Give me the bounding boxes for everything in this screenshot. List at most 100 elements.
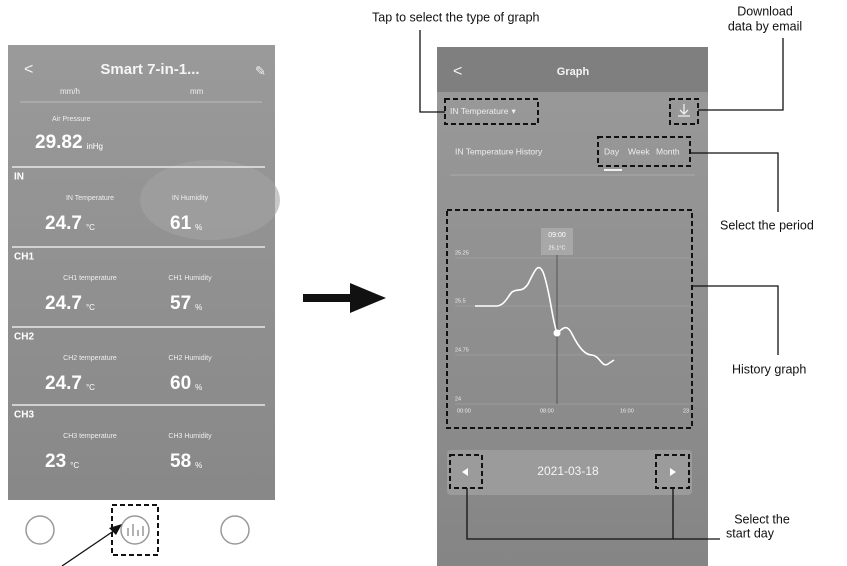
leader-line — [692, 285, 779, 355]
leader-line — [690, 152, 779, 212]
annotation: Download — [737, 4, 793, 18]
reading: 23 °C — [45, 451, 79, 472]
nav-icons — [25, 515, 250, 545]
screen-title: Graph — [557, 66, 590, 78]
cursor-dot — [553, 329, 561, 337]
arrow-head — [109, 524, 122, 535]
reading-value: 24.7 — [45, 373, 82, 394]
x-tick-label: 16:00 — [620, 408, 634, 414]
x-tick-label: 08:00 — [540, 408, 554, 414]
reading-value: 58 — [170, 451, 191, 472]
leader-line — [419, 30, 445, 113]
reading-unit: °C — [70, 461, 79, 470]
cloud — [140, 160, 280, 240]
history-title: IN Temperature History — [455, 146, 543, 156]
reading-label: CH1 temperature — [63, 275, 117, 282]
reading-unit: °C — [86, 223, 95, 232]
tooltip-value: 25.1°C — [549, 245, 566, 251]
back-button[interactable]: < — [24, 61, 33, 78]
temperature-curve — [475, 266, 615, 366]
y-tick-label: 25.5 — [455, 298, 466, 304]
section-name: CH1 — [14, 252, 34, 263]
y-tick-label: 25.25 — [455, 250, 469, 256]
reading: 24.7 °C — [45, 213, 95, 234]
reading-label: IN Temperature — [66, 195, 114, 202]
reading-value: 61 — [170, 213, 192, 234]
period-tab[interactable]: Week — [628, 146, 650, 156]
reading-label: CH2 temperature — [63, 355, 117, 362]
edit-button[interactable]: ✎ — [255, 63, 266, 78]
annotation: data by email — [728, 19, 802, 33]
sort-icon[interactable] — [25, 515, 55, 545]
annotation: start day — [726, 526, 775, 540]
graph-type: IN Temperature — [450, 106, 509, 116]
reading: 57% — [170, 293, 202, 314]
reading-unit: inHg — [87, 142, 103, 151]
big-arrow — [303, 294, 355, 302]
section-name: CH2 — [14, 332, 34, 343]
annotation: History graph — [732, 362, 806, 376]
reading-value: 24.7 — [45, 293, 82, 314]
next-day-button[interactable] — [670, 468, 676, 476]
period-tab[interactable]: Month — [656, 146, 680, 156]
tooltip-time: 09:00 — [548, 232, 566, 239]
highlight-box — [444, 98, 539, 125]
home-screen — [8, 45, 275, 566]
date-label: 2021-03-18 — [537, 464, 599, 478]
reading: 24.7 °C — [45, 293, 95, 314]
reading: 61% — [170, 213, 202, 234]
reading-unit: °C — [86, 383, 95, 392]
tooltip — [541, 228, 573, 255]
reading: 58% — [170, 451, 202, 472]
annotation: Tap to select the type of graph — [372, 10, 540, 24]
reading: 24.7 °C — [45, 373, 95, 394]
highlight-box — [446, 209, 693, 429]
graph-grid — [455, 257, 690, 405]
screen-title: Smart 7-in-1... — [100, 61, 199, 78]
back-button[interactable]: < — [453, 63, 462, 80]
settings-icon[interactable] — [220, 515, 250, 545]
y-tick-label: 24 — [455, 396, 461, 402]
date-bar — [447, 450, 692, 495]
graph-type-dropdown[interactable]: IN Temperature ▾ — [450, 106, 516, 116]
graph-glyph — [127, 524, 144, 536]
period-tab[interactable]: Day — [604, 146, 620, 156]
reading-value: 24.7 — [45, 213, 82, 234]
header-bar — [437, 47, 708, 92]
annotation: Select the period — [720, 218, 814, 232]
reading-label: CH3 temperature — [63, 433, 117, 440]
unit: mm — [190, 87, 204, 96]
section-name: IN — [14, 172, 24, 183]
pointer-arrow — [61, 527, 119, 566]
reading: 29.82 inHg — [35, 132, 103, 153]
reading-unit: °C — [86, 303, 95, 312]
reading-label: IN Humidity — [172, 195, 209, 202]
highlight-box — [669, 98, 699, 125]
reading-unit: % — [195, 461, 202, 470]
reading-label: CH2 Humidity — [168, 355, 212, 362]
annotation: Select the — [734, 512, 790, 526]
leader-line — [466, 488, 720, 540]
download-icon[interactable] — [678, 104, 690, 117]
prev-day-button[interactable] — [462, 468, 468, 476]
reading-unit: % — [195, 223, 202, 232]
big-arrow-head — [350, 283, 386, 313]
x-tick-label: 00:00 — [457, 408, 471, 414]
section-name: CH3 — [14, 410, 34, 421]
reading-label: CH3 Humidity — [168, 433, 212, 440]
reading-unit: % — [195, 383, 202, 392]
bottom-bar — [8, 500, 275, 566]
dropdown-caret: ▾ — [511, 106, 516, 116]
y-tick-label: 24.75 — [455, 347, 469, 353]
highlight-box — [449, 454, 483, 489]
reading: 60% — [170, 373, 202, 394]
graph-icon[interactable] — [120, 515, 150, 545]
highlight-box — [597, 136, 691, 167]
x-tick-label: 23 — [683, 408, 689, 414]
reading-value: 57 — [170, 293, 191, 314]
reading-label: Air Pressure — [52, 116, 91, 123]
reading-value: 60 — [170, 373, 191, 394]
reading-label: CH1 Humidity — [168, 275, 212, 282]
reading-value: 23 — [45, 451, 66, 472]
